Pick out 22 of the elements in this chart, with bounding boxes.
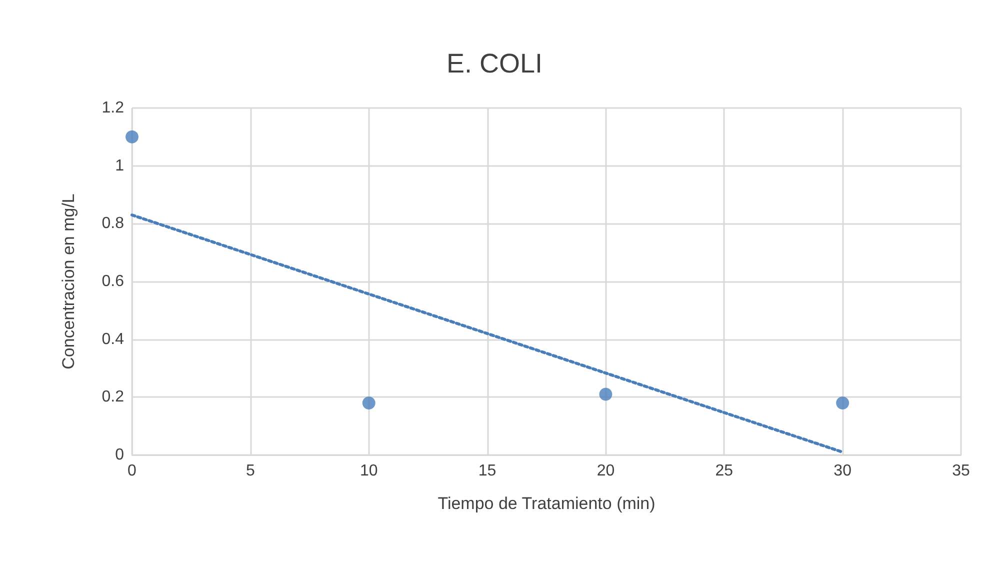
- x-tick-label: 15: [478, 462, 496, 480]
- y-tick-label: 1.2: [102, 100, 124, 116]
- x-tick-label: 5: [246, 462, 255, 480]
- y-tick-label: 0.6: [102, 273, 124, 290]
- x-tick-label: 20: [596, 462, 615, 480]
- y-tick-label: 0.8: [102, 215, 124, 232]
- point: [126, 130, 138, 144]
- chart-title: E. COLI: [446, 48, 543, 78]
- y-tick-label: 0.4: [102, 330, 124, 348]
- point: [836, 396, 850, 410]
- x-tick-label: 0: [128, 462, 137, 480]
- point: [599, 388, 612, 401]
- y-tick-label: 0: [115, 446, 124, 464]
- y-axis-title: Concentracion en mg/L: [59, 194, 78, 370]
- x-tick-label: 35: [952, 462, 970, 480]
- x-tick-label: 10: [360, 462, 378, 480]
- point: [362, 396, 376, 410]
- x-axis-title: Tiempo de Tratamiento (min): [438, 494, 656, 513]
- x-tick-label: 30: [834, 462, 852, 480]
- x-tick-label: 25: [715, 462, 734, 480]
- y-tick-label: 1: [115, 157, 124, 174]
- y-tick-label: 0.2: [102, 388, 124, 406]
